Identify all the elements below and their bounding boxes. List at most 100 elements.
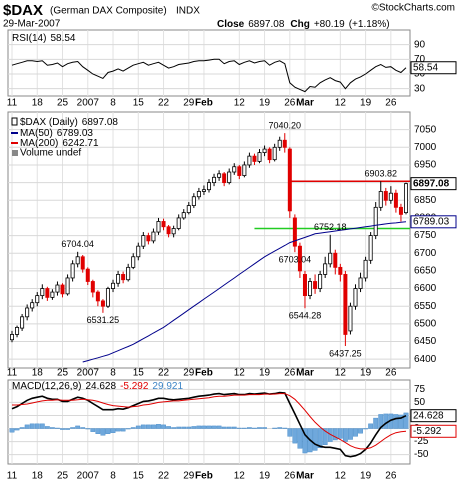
candle-body	[227, 171, 232, 184]
y-tick-label: 6650	[414, 266, 437, 277]
change-pct: (+1.18%)	[349, 19, 390, 30]
histogram-bar	[161, 424, 166, 429]
x-tick-label: 12	[335, 98, 347, 109]
histogram-bar	[14, 428, 20, 431]
candle-body	[85, 268, 90, 282]
candle-body	[217, 173, 222, 178]
panel-legend-part: MACD(12,26,9)	[12, 381, 81, 392]
x-tick-label: 18	[32, 98, 44, 109]
candle-body	[151, 231, 156, 242]
legend-entry-part: 6789.03	[57, 128, 94, 139]
candle-body	[363, 259, 368, 279]
panel	[7, 111, 411, 369]
histogram-bar	[140, 424, 146, 429]
candle-body	[146, 235, 151, 242]
x-tick-label: 12	[234, 368, 246, 379]
y-tick-label: 6450	[414, 336, 437, 347]
histogram-bar	[292, 428, 298, 444]
y-tick-label: 90	[414, 39, 426, 50]
histogram-bar	[358, 428, 363, 434]
histogram-bar	[105, 428, 111, 434]
date: 29-Mar-2007	[3, 19, 61, 30]
histogram-bar	[29, 423, 35, 429]
x-tick-label: 22	[158, 98, 170, 109]
x-tick-label: Feb	[195, 471, 213, 482]
legend-entry: Volume undef	[20, 148, 81, 159]
x-tick-label: 12	[335, 368, 347, 379]
candle-body	[45, 288, 50, 298]
histogram-bar	[272, 427, 278, 429]
x-tick-label: 8	[110, 368, 116, 379]
histogram-bar	[277, 427, 283, 429]
value-box	[410, 424, 457, 438]
candle-body	[302, 274, 307, 297]
y-tick-label: 6850	[414, 195, 437, 206]
panel-overlay: 7040.20 6903.82 6704.04 6752.18 6703.04 6531.…	[11, 117, 457, 358]
histogram-bar	[191, 426, 197, 429]
histogram-bar	[44, 426, 50, 429]
candle-body	[75, 256, 80, 265]
histogram-bar	[312, 428, 318, 451]
histogram-bar	[393, 414, 399, 429]
price-annotation: 6704.04	[61, 239, 94, 249]
x-tick-label: Feb	[195, 98, 213, 109]
price-annotation: 6752.18	[314, 222, 347, 232]
legend-swatch	[12, 150, 18, 156]
histogram-bar	[85, 428, 91, 430]
value-box-label: -5.292	[413, 426, 442, 437]
x-tick-label: 22	[158, 368, 170, 379]
plot-area	[11, 58, 407, 93]
candle-body	[262, 148, 267, 154]
candle-body	[403, 183, 408, 214]
y-tick-label: 6550	[414, 301, 437, 312]
security-name: (German DAX Composite)	[50, 6, 167, 17]
y-tick-label: 30	[414, 83, 426, 94]
histogram-bar	[100, 428, 106, 436]
candle-body	[35, 295, 40, 304]
histogram-bar	[130, 427, 136, 429]
x-tick-label: 15	[133, 98, 145, 109]
candle-body	[267, 148, 272, 161]
histogram-bar	[262, 427, 267, 429]
x-tick-label: 26	[284, 98, 296, 109]
candle-body	[121, 274, 126, 281]
candle-body	[95, 291, 100, 302]
signal-line	[12, 393, 407, 450]
histogram-bar	[171, 427, 177, 429]
x-tick-label: 19	[360, 98, 372, 109]
x-tick-label: 19	[360, 471, 372, 482]
value-box	[410, 409, 457, 423]
candle-body	[297, 245, 302, 272]
histogram-bar	[206, 425, 212, 429]
legend-icon	[11, 117, 18, 126]
y-tick-label: 6400	[414, 354, 437, 365]
candle-body	[30, 302, 35, 309]
candle-body	[166, 226, 171, 235]
candle-body	[343, 274, 348, 335]
x-tick-label: 11	[7, 368, 18, 379]
histogram-bar	[337, 428, 343, 439]
x-tick-label: 25	[57, 471, 69, 482]
x-tick-label: 15	[133, 368, 145, 379]
x-tick-label: 25	[57, 98, 69, 109]
candle-body	[318, 274, 323, 289]
x-tick-label: 8	[110, 471, 116, 482]
x-tick-label: Mar	[296, 471, 314, 482]
candle-body	[126, 266, 131, 281]
y-tick-label: -25	[414, 436, 429, 447]
histogram-bar	[65, 428, 70, 430]
x-tick-label: Mar	[296, 98, 314, 109]
candle-body	[90, 281, 95, 293]
candle-body	[131, 256, 136, 268]
x-tick-label: 29	[183, 98, 195, 109]
candle-body	[20, 316, 25, 329]
histogram-bar	[236, 427, 242, 429]
candle-body	[206, 182, 211, 191]
candle-body	[252, 155, 257, 162]
panel-legend-part: 24.628	[85, 381, 116, 392]
x-tick-label: 19	[259, 368, 271, 379]
candle-body	[105, 288, 110, 307]
histogram-bar	[302, 428, 308, 454]
y-tick-label: 7050	[414, 124, 437, 135]
candle-body	[186, 205, 191, 214]
